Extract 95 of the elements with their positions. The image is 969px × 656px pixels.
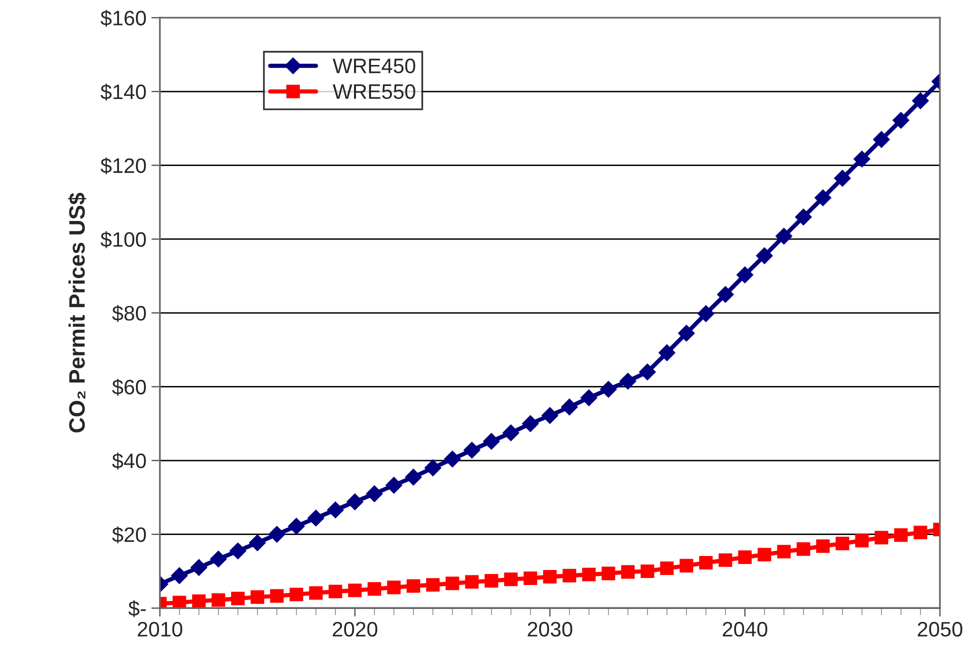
point — [230, 542, 246, 560]
y-tick-label: $80 — [112, 305, 146, 322]
point — [777, 544, 791, 558]
x-tick-label: 2030 — [528, 622, 572, 637]
point — [892, 112, 910, 129]
point — [580, 389, 598, 406]
y-axis-title: CO₂ Permit Prices US$ — [68, 192, 86, 432]
x-tick-label: 2050 — [918, 622, 962, 637]
point — [231, 592, 245, 606]
point — [874, 530, 888, 544]
point — [600, 380, 617, 398]
point — [484, 574, 498, 588]
point — [249, 534, 266, 552]
point — [699, 556, 713, 570]
point — [290, 588, 304, 602]
point — [424, 460, 442, 476]
point — [718, 553, 732, 567]
point — [522, 415, 539, 432]
point — [561, 398, 578, 416]
point — [426, 578, 440, 592]
point — [894, 528, 908, 542]
point — [172, 596, 186, 608]
x-tick-label: 2010 — [138, 622, 182, 637]
y-tick-label: $140 — [100, 84, 146, 101]
point — [368, 582, 382, 596]
point — [212, 593, 226, 607]
point — [288, 518, 305, 535]
point — [582, 568, 596, 582]
y-tick-label: $20 — [112, 526, 146, 544]
point — [327, 502, 344, 518]
point — [795, 208, 812, 226]
point — [758, 548, 772, 562]
point — [406, 579, 420, 593]
point — [444, 450, 461, 468]
point — [348, 584, 362, 598]
point — [873, 131, 890, 148]
point — [171, 567, 188, 584]
point — [543, 570, 557, 584]
point — [912, 92, 929, 110]
point — [192, 594, 206, 608]
point — [854, 150, 870, 168]
point — [639, 364, 656, 380]
point — [502, 424, 520, 442]
y-tick-label: $160 — [100, 10, 146, 27]
point — [270, 589, 284, 603]
point — [387, 580, 401, 594]
point — [776, 228, 792, 245]
point — [855, 534, 869, 548]
point — [796, 542, 810, 556]
point — [465, 575, 479, 589]
point — [658, 344, 676, 362]
point — [602, 566, 616, 580]
point — [914, 526, 928, 540]
point — [756, 247, 773, 264]
point — [836, 536, 850, 550]
point — [816, 539, 830, 553]
y-tick-label: $60 — [112, 378, 146, 396]
point — [524, 571, 538, 585]
point — [268, 526, 286, 543]
y-tick-label: $- — [128, 600, 146, 618]
y-tick-label: $120 — [100, 157, 146, 174]
point — [814, 189, 832, 206]
y-tick-label: $100 — [100, 231, 146, 248]
point — [464, 442, 480, 459]
point — [621, 565, 635, 579]
point — [834, 170, 851, 187]
point — [562, 568, 576, 582]
legend-label: WRE450 — [332, 58, 416, 74]
point — [446, 576, 460, 590]
point — [190, 559, 208, 576]
point — [366, 485, 383, 502]
point — [660, 561, 674, 576]
point — [308, 510, 324, 526]
point — [309, 586, 323, 600]
legend-label: WRE550 — [332, 84, 416, 99]
point — [210, 550, 227, 568]
x-tick-label: 2020 — [332, 622, 378, 637]
point — [483, 432, 500, 450]
point — [680, 558, 694, 572]
point — [717, 286, 734, 303]
point — [328, 584, 342, 598]
point — [346, 493, 364, 510]
point — [250, 590, 264, 604]
point — [736, 266, 754, 284]
point — [542, 407, 558, 424]
point — [620, 372, 636, 390]
point — [640, 564, 654, 578]
point — [504, 572, 518, 586]
point — [386, 476, 402, 494]
point — [405, 468, 422, 486]
y-tick-label: $40 — [112, 452, 146, 470]
point — [678, 324, 695, 342]
point — [698, 305, 714, 322]
x-tick-label: 2040 — [722, 622, 768, 637]
point — [738, 550, 752, 564]
